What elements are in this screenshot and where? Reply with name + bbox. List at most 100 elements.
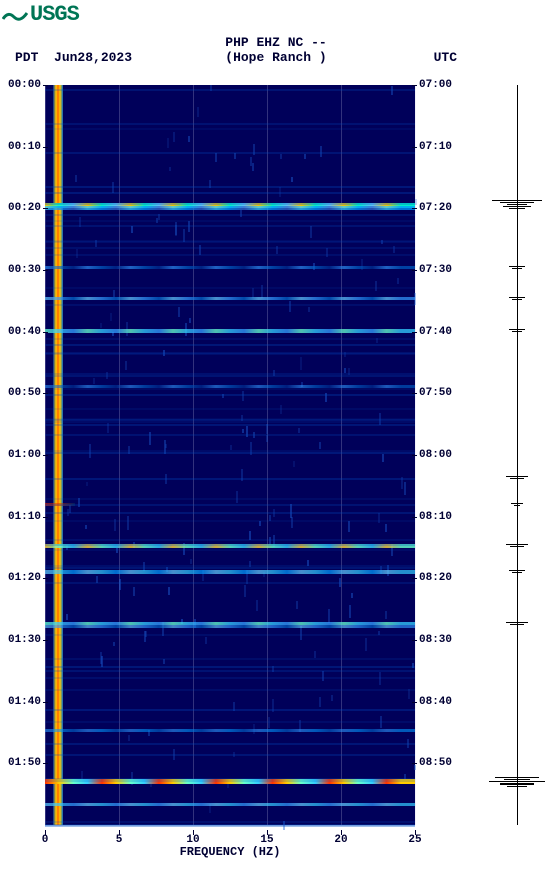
station-name: (Hope Ranch ) [225,50,326,65]
spectral-event-band [45,803,415,807]
right-time-tick: 07:40 [419,326,452,338]
left-time-tick: 01:40 [8,696,41,708]
tick-mark [45,830,46,835]
noise-streak [365,638,367,651]
background-band [45,825,415,827]
left-time-tick: 00:10 [8,141,41,153]
grid-line [341,85,342,825]
background-band [45,520,415,522]
noise-streak [100,323,102,328]
seismo-spike [509,329,526,330]
noise-streak [168,587,170,595]
seismogram-trace [487,85,547,825]
noise-streak [93,378,95,384]
right-time-tick: 08:10 [419,511,452,523]
right-time-tick: 07:20 [419,202,452,214]
left-time-tick: 00:40 [8,326,41,338]
right-time-tick: 07:30 [419,264,452,276]
right-time-tick: 07:10 [419,141,452,153]
seismo-spike [509,266,526,267]
noise-streak [190,559,192,564]
grid-line [267,85,268,825]
spectral-event-band [45,329,415,333]
noise-streak [291,517,293,528]
left-time-tick: 00:20 [8,202,41,214]
background-band [45,247,415,249]
background-band [45,89,415,91]
left-time-axis: 00:0000:1000:2000:3000:4000:5001:0001:10… [0,85,43,825]
spectral-event-band [45,206,415,210]
noise-streak [331,695,333,700]
spectral-event-band [45,570,415,574]
left-time-tick: 01:10 [8,511,41,523]
spectral-event-band [45,625,415,628]
seismo-spike [503,206,531,207]
noise-streak [189,318,191,323]
background-band [45,192,415,194]
tick-mark [43,702,48,703]
background-band [45,450,415,452]
noise-streak [205,637,207,644]
tick-mark [412,640,417,641]
background-band [45,582,415,584]
background-band [45,128,415,130]
noise-streak [385,611,387,618]
right-time-tick: 08:30 [419,634,452,646]
noise-streak [110,313,112,321]
background-band [45,186,415,188]
tick-mark [412,702,417,703]
background-band [45,539,415,541]
seismo-spike [512,572,522,573]
seismo-spike [495,777,540,778]
tick-mark [412,85,417,86]
seismo-spike [492,200,542,201]
tick-mark [43,517,48,518]
logo-text: USGS [30,2,79,27]
station-code: PHP EHZ NC -- [225,35,326,50]
background-band [45,709,415,711]
noise-streak [397,278,399,283]
background-band [45,544,415,546]
noise-streak [188,136,190,143]
background-band [45,123,415,125]
background-band [45,452,415,454]
noise-streak [293,461,295,467]
right-time-tick: 08:00 [419,449,452,461]
noise-streak [310,226,312,238]
seismo-spike [506,476,528,477]
background-band [45,677,415,679]
tick-mark [43,640,48,641]
seismo-spike [509,208,526,209]
noise-streak [128,735,130,742]
noise-streak [169,167,171,171]
left-time-label: PDT Jun28,2023 [15,50,132,65]
background-band [45,304,415,306]
tick-mark [43,85,48,86]
tick-mark [412,763,417,764]
noise-streak [280,154,282,158]
background-band [45,498,415,500]
low-freq-energy-band [53,85,63,825]
right-time-tick: 07:00 [419,79,452,91]
tick-mark [412,578,417,579]
grid-line [193,85,194,825]
noise-streak [404,482,406,495]
noise-streak [291,177,293,182]
noise-streak [385,524,387,532]
noise-streak [215,153,217,162]
utc-label: UTC [434,50,457,65]
trace-baseline [517,85,518,825]
seismo-spike [512,331,522,332]
noise-streak [85,525,87,529]
background-band [45,375,415,377]
background-band [45,152,415,154]
spectral-event-band [45,729,415,732]
background-band [45,240,415,242]
noise-streak [242,429,244,433]
background-band [45,549,415,551]
background-band [45,743,415,745]
seismo-spike [510,624,523,625]
right-time-tick: 07:50 [419,387,452,399]
noise-streak [256,600,258,612]
background-band [45,504,415,506]
